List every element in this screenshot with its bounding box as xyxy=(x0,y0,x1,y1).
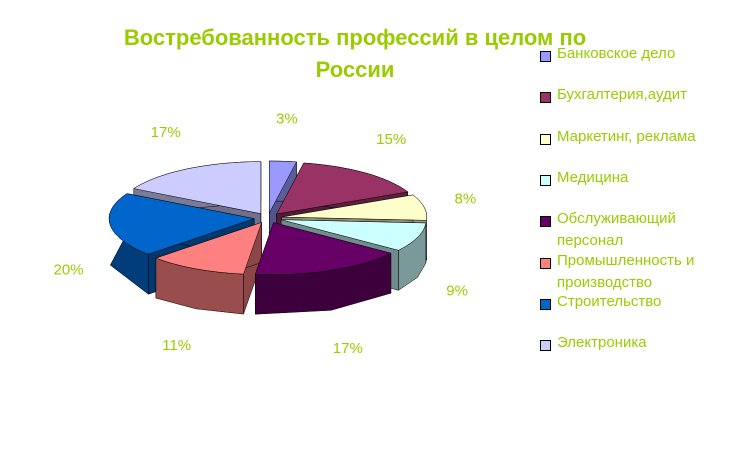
legend-swatch xyxy=(540,133,551,145)
legend-item: Бухгалтерия,аудит xyxy=(540,86,740,106)
slice-top xyxy=(155,222,263,275)
legend-swatch xyxy=(540,174,551,186)
legend-swatch xyxy=(540,340,551,352)
legend-swatch xyxy=(540,51,551,62)
legend-label: Обслуживающий персонал xyxy=(557,210,676,250)
data-label: 20% xyxy=(54,261,84,278)
legend-label: Медицина xyxy=(557,168,629,186)
legend-item: Маркетинг, реклама xyxy=(540,128,740,148)
legend-label: Маркетинг, реклама xyxy=(557,127,696,145)
data-label: 8% xyxy=(455,190,477,207)
slice-top xyxy=(269,160,297,214)
slice-top xyxy=(276,162,409,215)
data-label: 17% xyxy=(333,340,363,357)
legend-item: Обслуживающий персонал xyxy=(540,210,740,252)
legend-swatch xyxy=(540,92,551,104)
slice-top xyxy=(133,161,262,214)
legend-label: Строительство xyxy=(557,292,662,310)
legend-item: Строительство xyxy=(540,293,740,313)
slice-top xyxy=(281,219,427,251)
legend-swatch xyxy=(540,257,551,269)
legend-label: Банковское дело xyxy=(557,45,676,62)
data-label: 9% xyxy=(446,282,468,299)
slice xyxy=(155,222,263,315)
legend-item: Медицина xyxy=(540,169,740,189)
legend-item: Электроника xyxy=(540,334,740,354)
chart-title: Востребованность профессий в целом по Ро… xyxy=(123,25,587,82)
slice xyxy=(255,222,392,315)
slice-top xyxy=(281,194,427,221)
slice-top xyxy=(108,193,256,255)
data-label: 15% xyxy=(376,131,406,148)
slice-top xyxy=(255,222,392,275)
data-label: 11% xyxy=(162,337,191,354)
data-label: 17% xyxy=(151,124,181,141)
legend-item: Промышленность и производство xyxy=(540,252,740,294)
legend-label: Промышленность и производство xyxy=(557,251,695,291)
legend-label: Электроника xyxy=(557,334,647,352)
legend-label: Бухгалтерия,аудит xyxy=(557,86,687,104)
data-label: 3% xyxy=(276,110,298,127)
legend-swatch xyxy=(540,216,551,228)
legend-item: Банковское дело xyxy=(540,45,740,65)
legend-swatch xyxy=(540,298,551,310)
